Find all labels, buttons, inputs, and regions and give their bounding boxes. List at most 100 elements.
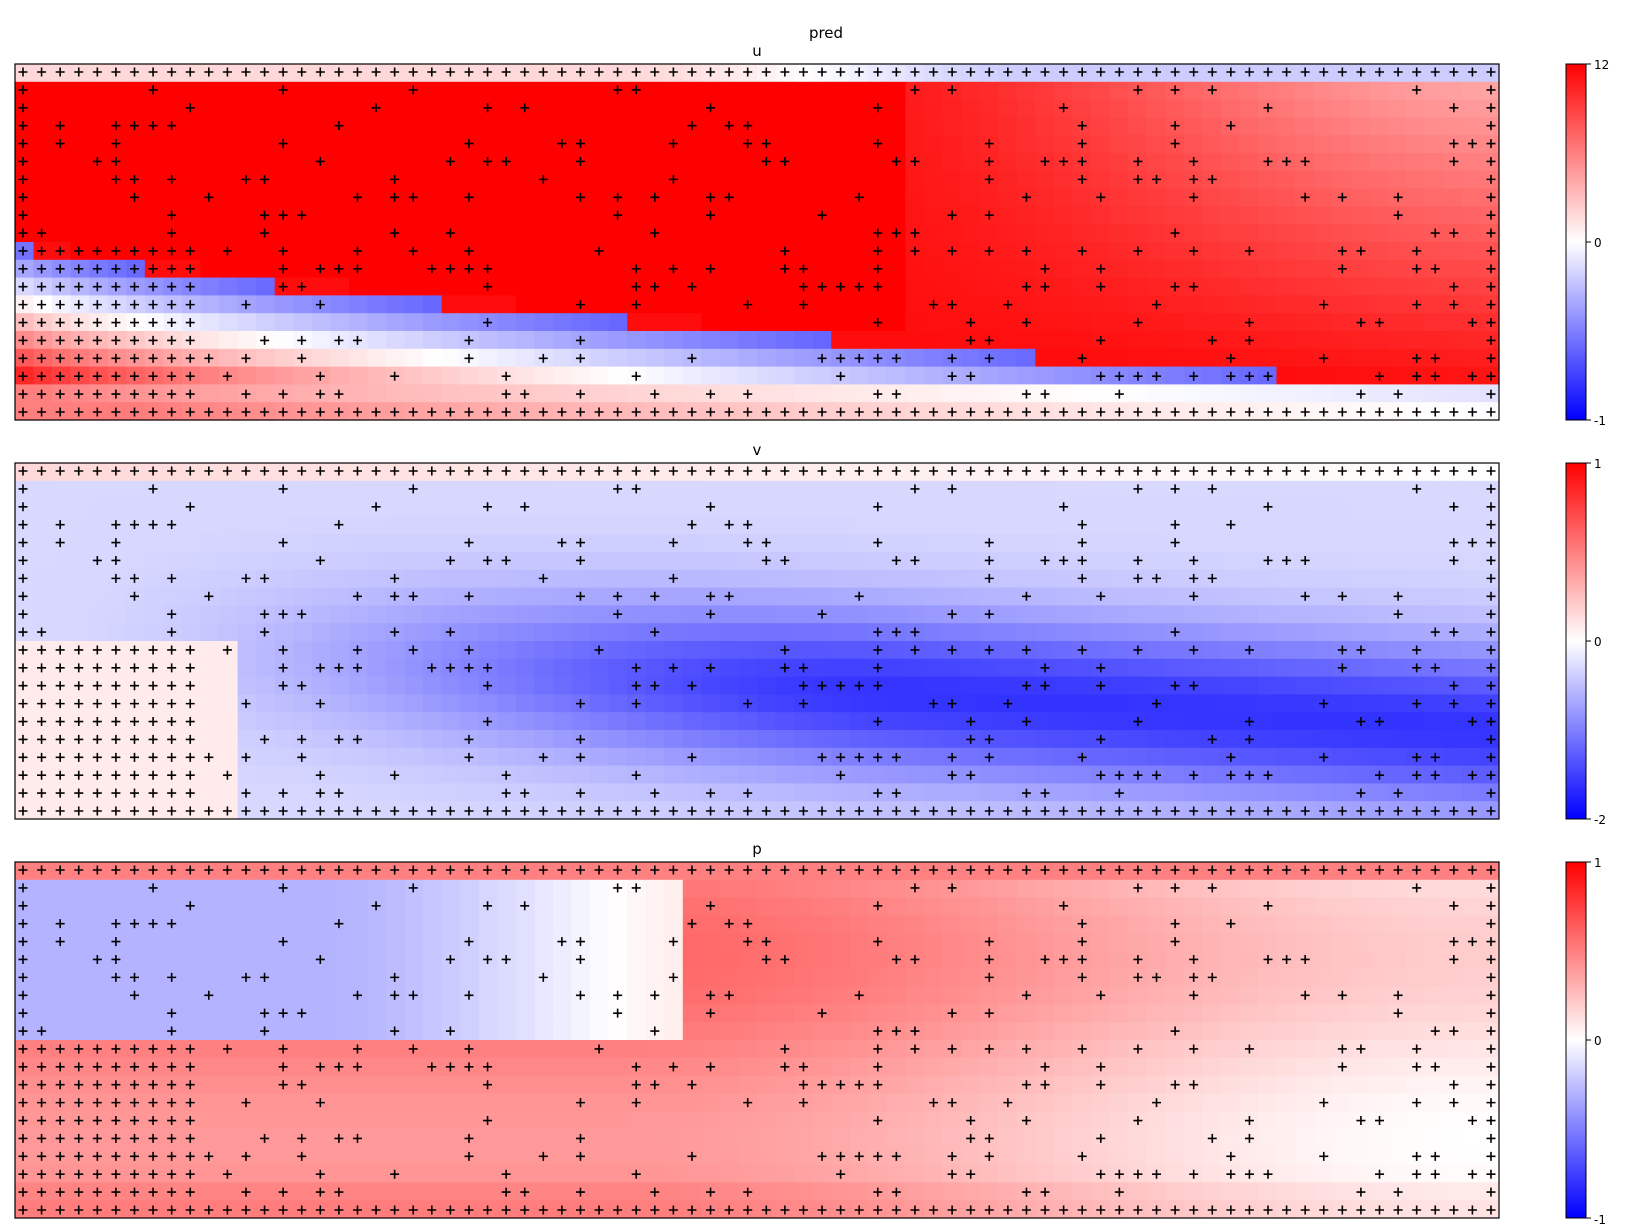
heatmap-cell xyxy=(200,313,220,332)
sensor-marker xyxy=(260,806,270,816)
sensor-marker xyxy=(668,67,678,77)
heatmap-cell xyxy=(1146,242,1166,261)
sensor-marker xyxy=(1449,627,1459,637)
heatmap-cell xyxy=(367,1004,387,1023)
sensor-marker xyxy=(891,228,901,238)
sensor-marker xyxy=(780,156,790,166)
heatmap-cell xyxy=(1257,81,1277,101)
heatmap-cell xyxy=(1035,81,1055,101)
heatmap-cell xyxy=(200,605,220,624)
heatmap-cell xyxy=(515,188,535,207)
heatmap-cell xyxy=(1220,188,1240,207)
heatmap-cell xyxy=(757,694,777,713)
sensor-marker xyxy=(817,407,827,417)
heatmap-cell xyxy=(923,712,944,731)
sensor-marker xyxy=(966,371,976,381)
heatmap-cell xyxy=(664,384,684,403)
heatmap-cell xyxy=(200,552,220,571)
sensor-marker xyxy=(1412,67,1422,77)
sensor-marker xyxy=(1430,67,1440,77)
heatmap-cell xyxy=(144,862,164,881)
heatmap-cell xyxy=(311,331,331,350)
heatmap-cell xyxy=(330,153,350,172)
sensor-marker xyxy=(55,67,65,77)
sensor-marker xyxy=(334,788,344,798)
heatmap-cell xyxy=(1128,331,1148,350)
heatmap-cell xyxy=(552,915,573,934)
heatmap-cell xyxy=(515,658,535,678)
sensor-marker xyxy=(427,407,437,417)
heatmap-cell xyxy=(1294,712,1315,731)
heatmap-cell xyxy=(849,783,869,802)
sensor-marker xyxy=(74,645,84,655)
sensor-marker xyxy=(111,788,121,798)
heatmap-cell xyxy=(1035,694,1055,713)
heatmap-cell xyxy=(701,331,721,350)
heatmap-cell xyxy=(200,569,220,589)
sensor-marker xyxy=(1486,484,1496,494)
heatmap-cell xyxy=(1090,313,1111,332)
sensor-marker xyxy=(1059,466,1069,476)
heatmap-cell xyxy=(1406,206,1426,225)
heatmap-cell xyxy=(1424,188,1444,207)
sensor-marker xyxy=(297,681,307,691)
heatmap-cell xyxy=(1387,897,1407,916)
heatmap-cell xyxy=(664,915,684,934)
sensor-marker xyxy=(1189,174,1199,184)
heatmap-cell xyxy=(1183,534,1203,553)
heatmap-cell xyxy=(552,206,573,225)
heatmap-cell xyxy=(404,516,424,535)
heatmap-cell xyxy=(1350,516,1370,535)
heatmap-cell xyxy=(330,295,350,314)
heatmap-cell xyxy=(15,516,35,535)
sensor-marker xyxy=(947,770,957,780)
heatmap-cell xyxy=(552,951,573,970)
heatmap-cell xyxy=(1406,516,1426,535)
heatmap-cell xyxy=(181,153,202,172)
heatmap-cell xyxy=(348,463,369,482)
sensor-marker xyxy=(1337,466,1347,476)
heatmap-cell xyxy=(1332,135,1352,154)
heatmap-cell xyxy=(590,765,610,784)
heatmap-cell xyxy=(849,81,869,101)
heatmap-cell xyxy=(107,463,127,482)
heatmap-cell xyxy=(1257,641,1277,660)
heatmap-cell xyxy=(1239,206,1259,225)
heatmap-cell xyxy=(311,313,331,332)
heatmap-cell xyxy=(534,277,554,296)
sensor-marker xyxy=(1486,174,1496,184)
heatmap-cell xyxy=(1090,641,1111,660)
heatmap-cell xyxy=(181,99,202,118)
heatmap-cell xyxy=(1406,135,1426,154)
heatmap-cell xyxy=(1109,730,1129,749)
heatmap-cell xyxy=(200,879,220,899)
heatmap-cell xyxy=(905,933,925,952)
sensor-marker xyxy=(55,139,65,149)
sensor-marker xyxy=(92,734,102,744)
sensor-marker xyxy=(984,210,994,220)
heatmap-cell xyxy=(645,915,665,934)
panel-title-v: v xyxy=(753,441,762,459)
heatmap-cell xyxy=(1146,480,1166,500)
sensor-marker xyxy=(315,663,325,673)
heatmap-cell xyxy=(608,694,628,713)
heatmap-cell xyxy=(923,783,944,802)
sensor-marker xyxy=(129,591,139,601)
heatmap-cell xyxy=(441,170,461,190)
sensor-marker xyxy=(1412,353,1422,363)
heatmap-cell xyxy=(886,569,906,589)
heatmap-cell xyxy=(552,712,573,731)
heatmap-cell xyxy=(1276,498,1296,517)
heatmap-cell xyxy=(849,879,869,899)
sensor-marker xyxy=(352,806,362,816)
heatmap-cell xyxy=(181,224,202,243)
heatmap-cell xyxy=(1332,712,1352,731)
heatmap-cell xyxy=(293,170,313,190)
heatmap-cell xyxy=(905,170,925,190)
heatmap-cell xyxy=(126,915,146,934)
heatmap-cell xyxy=(1387,259,1407,279)
heatmap-cell xyxy=(293,569,313,589)
heatmap-cell xyxy=(1109,498,1129,517)
heatmap-cell xyxy=(1406,968,1426,988)
heatmap-cell xyxy=(1294,730,1315,749)
